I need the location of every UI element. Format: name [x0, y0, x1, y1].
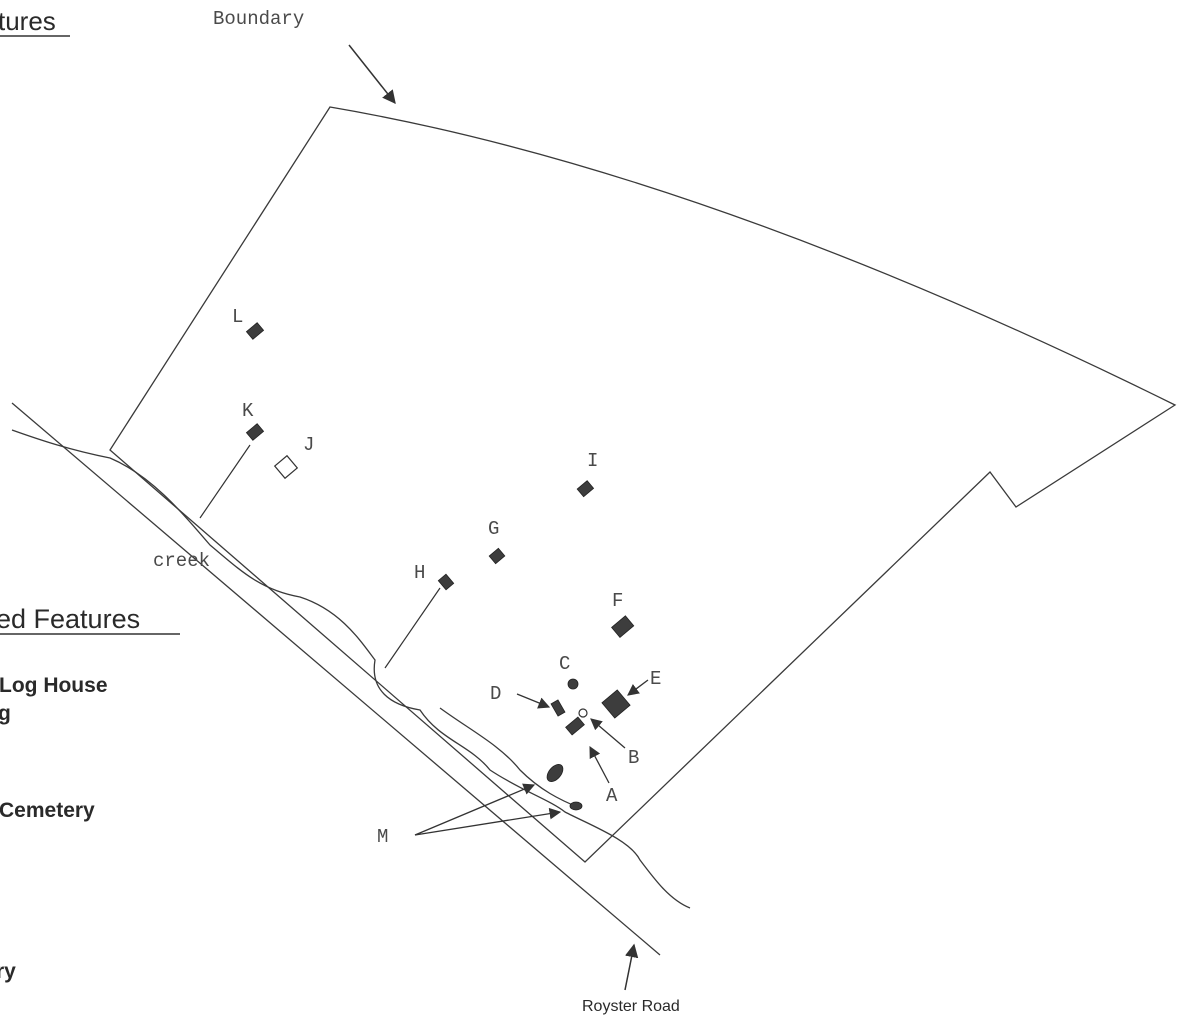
feature-b: B: [578, 708, 639, 769]
boundary-label: Boundary: [213, 8, 304, 30]
arrow-m-1: [414, 783, 536, 836]
feature-label-b: B: [628, 747, 639, 769]
legend-bottom-heading: ed Features: [0, 604, 140, 634]
feature-e: E: [601, 668, 661, 719]
feature-i: I: [576, 450, 598, 498]
feature-label-l: L: [232, 306, 243, 328]
feature-l: L: [232, 306, 265, 340]
feature-f: F: [611, 590, 635, 638]
arrow-e: [627, 679, 649, 696]
arrow-m-2: [414, 807, 562, 836]
arrow-a: [589, 745, 610, 784]
feature-label-h: H: [414, 562, 425, 584]
leader-k: [199, 444, 251, 519]
feature-j: J: [273, 434, 314, 480]
feature-h: H: [414, 562, 455, 591]
feature-label-e: E: [650, 668, 661, 690]
feature-label-f: F: [612, 590, 623, 612]
feature-c: C: [559, 653, 579, 690]
legend-item-ry: ry: [0, 960, 16, 983]
feature-label-k: K: [242, 400, 254, 422]
legend-item-cemetery: Cemetery: [0, 799, 95, 822]
royster-road-label: Royster Road: [582, 998, 680, 1015]
creek-label: creek: [153, 550, 210, 572]
property-boundary: [109, 106, 1177, 863]
feature-label-g: G: [488, 518, 499, 540]
boundary-arrow: [348, 44, 396, 105]
feature-label-a: A: [606, 785, 618, 807]
arrow-d: [516, 693, 551, 709]
feature-label-d: D: [490, 683, 501, 705]
royster-road: [11, 402, 661, 956]
creek-branch: [439, 707, 581, 809]
legend-item-log-house: Log House: [0, 674, 108, 697]
road-arrow: [624, 943, 639, 991]
feature-m: M: [377, 764, 583, 848]
leader-h: [384, 587, 441, 669]
feature-a: A: [565, 716, 618, 807]
feature-g: G: [488, 518, 506, 565]
arrow-b: [590, 718, 626, 749]
feature-k: K: [242, 400, 265, 441]
feature-d: D: [490, 683, 566, 717]
feature-label-j: J: [303, 434, 314, 456]
feature-label-i: I: [587, 450, 598, 472]
feature-label-m: M: [377, 826, 388, 848]
feature-label-c: C: [559, 653, 570, 675]
legend-top-heading: tures: [0, 6, 56, 36]
legend-item-g: g: [0, 702, 11, 725]
creek: [11, 429, 691, 909]
